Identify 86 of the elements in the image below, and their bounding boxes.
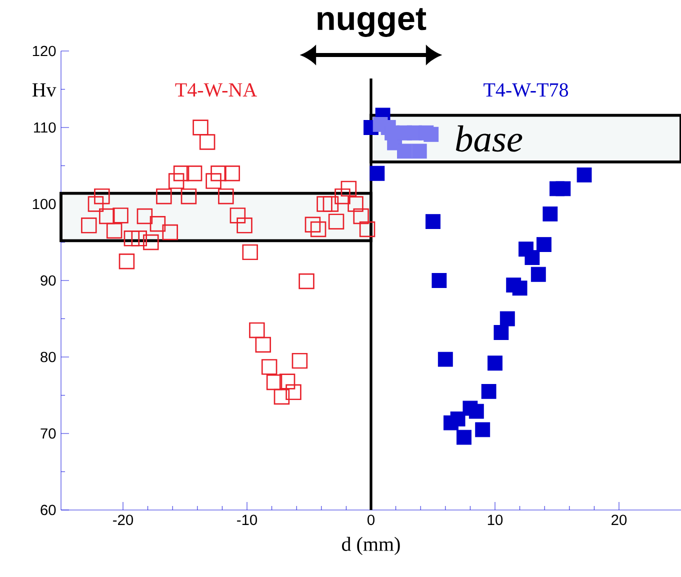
- y-tick-label: 120: [32, 46, 56, 56]
- point: [426, 214, 440, 230]
- point: [173, 166, 190, 182]
- point: [255, 336, 271, 353]
- point: [556, 181, 571, 196]
- point: [468, 404, 484, 419]
- y-tick-label: 70: [40, 428, 56, 439]
- point: [348, 196, 364, 212]
- text: T4-W-T78: [484, 83, 568, 97]
- point: [236, 218, 252, 234]
- point: [180, 188, 197, 204]
- point: [304, 216, 321, 233]
- point: [512, 280, 528, 296]
- point: [500, 311, 515, 326]
- point: [199, 134, 216, 150]
- point: [524, 250, 540, 266]
- point: [206, 173, 222, 189]
- point: [150, 216, 166, 232]
- point: [106, 222, 122, 239]
- point: [542, 206, 558, 222]
- point: [438, 352, 453, 367]
- point: [230, 208, 246, 224]
- y-tick-label: 60: [40, 504, 56, 516]
- point: [353, 208, 369, 224]
- point: [118, 253, 135, 270]
- point: [162, 224, 178, 240]
- band-label: base: [456, 125, 522, 152]
- y-tick-label: 110: [34, 122, 56, 133]
- point: [261, 359, 278, 375]
- point: [81, 218, 97, 234]
- point: [112, 208, 128, 224]
- series-label: T4-W-NA: [175, 83, 257, 97]
- point: [298, 273, 314, 290]
- point: [168, 173, 184, 189]
- point: [328, 214, 344, 230]
- point: [156, 188, 172, 204]
- point: [192, 120, 208, 136]
- point: [266, 374, 282, 390]
- point: [224, 166, 240, 182]
- y-tick-label: 80: [40, 352, 56, 362]
- point: [475, 422, 490, 438]
- point: [444, 415, 458, 430]
- point: [359, 221, 376, 238]
- point: [99, 208, 115, 224]
- point: [494, 325, 509, 340]
- x-tick-label: -20: [113, 514, 134, 526]
- point: [536, 237, 552, 252]
- point: [249, 322, 265, 338]
- point: [136, 208, 153, 224]
- point: [210, 166, 226, 182]
- point: [310, 221, 326, 238]
- point: [186, 166, 202, 182]
- x-tick-label: 20: [612, 514, 627, 526]
- point: [316, 196, 332, 212]
- point: [274, 388, 290, 405]
- point: [218, 188, 234, 204]
- point: [412, 144, 427, 159]
- point: [334, 188, 350, 204]
- point: [242, 244, 258, 260]
- point: [88, 196, 104, 212]
- point: [488, 356, 502, 371]
- point: [292, 352, 308, 369]
- x-tick-label: -10: [237, 514, 258, 526]
- point: [456, 430, 472, 445]
- point: [322, 196, 339, 212]
- point: [279, 374, 296, 390]
- x-tick-label: 0: [367, 514, 374, 526]
- point: [286, 384, 302, 400]
- point: [432, 273, 447, 288]
- point: [131, 230, 147, 246]
- y-tick-label: 90: [40, 275, 56, 286]
- point: [576, 167, 592, 182]
- point: [370, 166, 385, 181]
- point: [424, 126, 439, 142]
- point: [340, 180, 357, 197]
- point: [397, 144, 412, 159]
- x-tick-label: 10: [488, 514, 503, 526]
- y-axis-title: Hv: [32, 83, 56, 97]
- x-axis-title: d (mm): [342, 536, 400, 556]
- y-tick-label: 100: [32, 198, 56, 210]
- point: [530, 266, 546, 282]
- point: [481, 384, 496, 399]
- point: [124, 230, 140, 246]
- point: [94, 188, 110, 204]
- point: [143, 234, 159, 250]
- chart-title: nugget: [318, 8, 426, 37]
